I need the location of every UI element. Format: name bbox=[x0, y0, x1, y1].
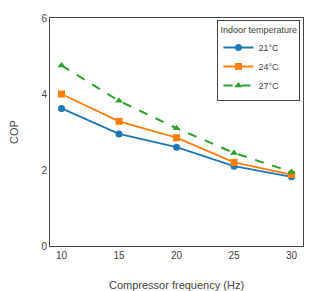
svg-text:30: 30 bbox=[286, 250, 298, 261]
svg-text:COP: COP bbox=[8, 120, 20, 144]
svg-text:Indoor temperature: Indoor temperature bbox=[220, 25, 297, 35]
svg-text:10: 10 bbox=[56, 250, 68, 261]
svg-text:2: 2 bbox=[41, 165, 47, 176]
svg-text:0: 0 bbox=[41, 241, 47, 252]
svg-text:4: 4 bbox=[41, 89, 47, 100]
svg-text:15: 15 bbox=[113, 250, 125, 261]
svg-text:6: 6 bbox=[41, 13, 47, 24]
svg-text:25: 25 bbox=[228, 250, 240, 261]
svg-text:Compressor frequency (Hz): Compressor frequency (Hz) bbox=[109, 279, 244, 291]
svg-text:24°C: 24°C bbox=[258, 62, 279, 72]
svg-text:27°C: 27°C bbox=[258, 81, 279, 91]
svg-text:20: 20 bbox=[171, 250, 183, 261]
svg-text:21°C: 21°C bbox=[258, 43, 279, 53]
